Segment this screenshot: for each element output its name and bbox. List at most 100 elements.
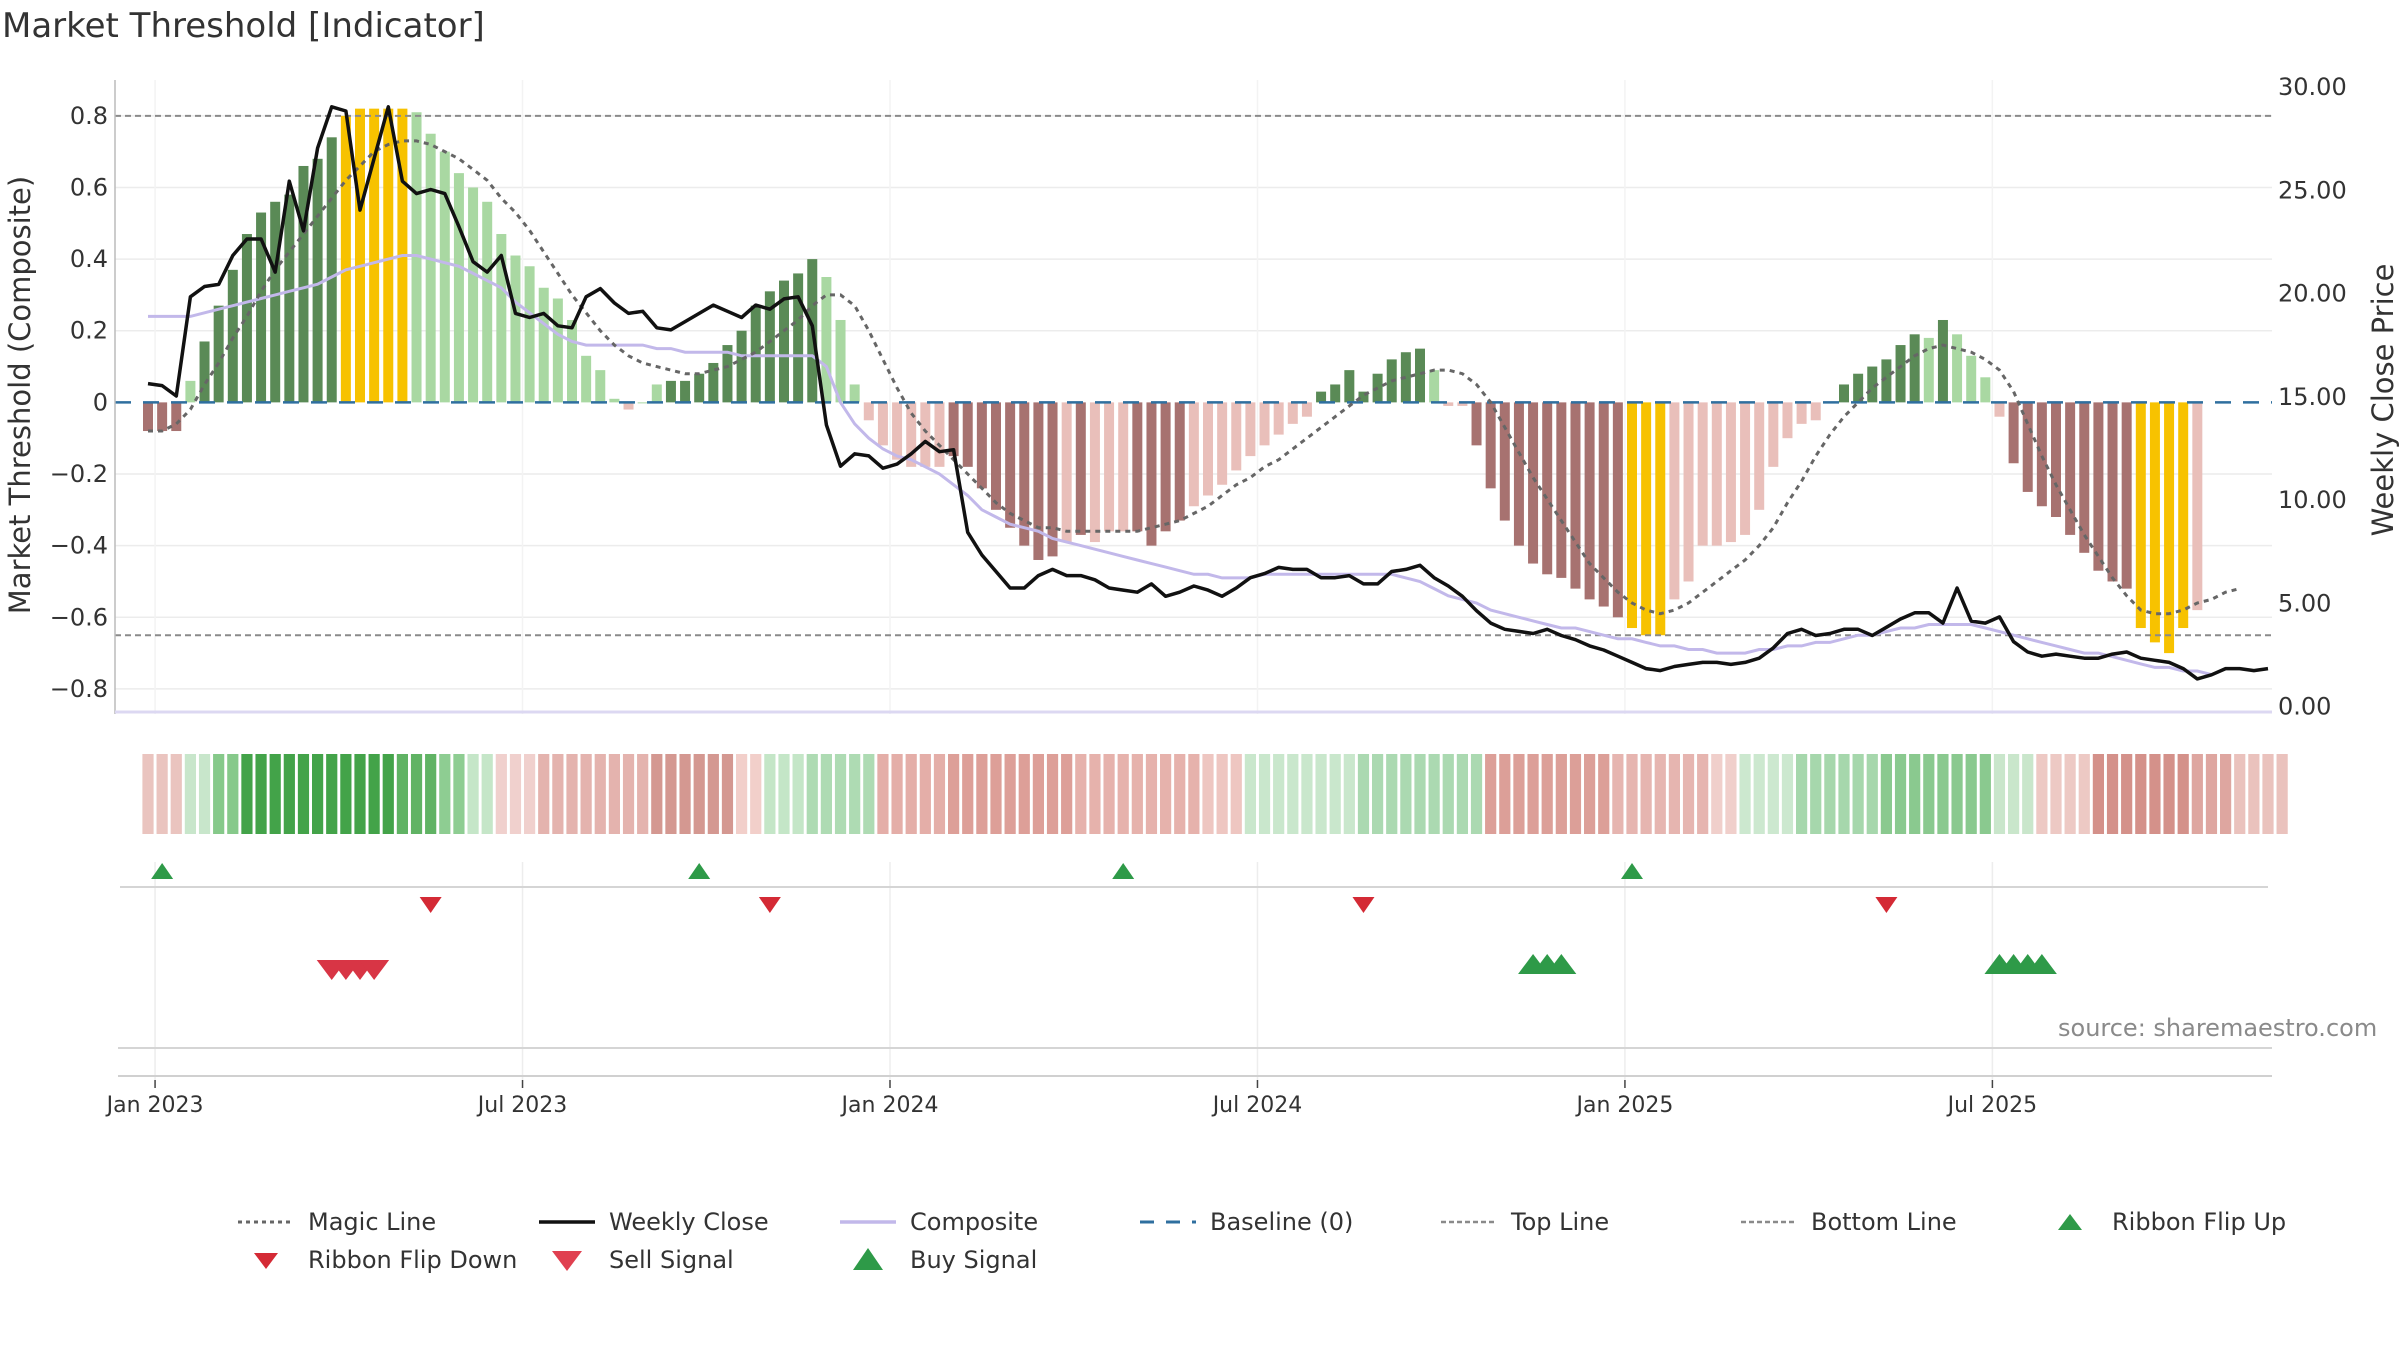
histogram-bar <box>482 201 493 403</box>
histogram-bar <box>383 108 394 403</box>
ribbon-cell <box>184 754 196 834</box>
histogram-bar <box>665 380 676 403</box>
legend-symbol-triangle-down <box>552 1251 582 1271</box>
histogram-bar <box>1415 348 1425 403</box>
histogram-bar <box>2178 402 2189 629</box>
histogram-bar <box>340 115 351 403</box>
histogram-bar <box>326 137 337 403</box>
ribbon-cell <box>1640 754 1652 834</box>
ribbon-cell <box>2262 754 2274 834</box>
histogram-bar <box>1895 345 1906 403</box>
ribbon-cell <box>962 754 974 834</box>
histogram-bar <box>1612 402 1623 618</box>
legend-symbol-line <box>539 1220 595 1224</box>
legend-symbol-dotted <box>238 1220 294 1224</box>
ribbon-cell <box>806 754 818 834</box>
histogram-bar <box>1344 370 1355 403</box>
ribbon-flip-down-marker <box>1875 897 1898 913</box>
ribbon-cell <box>1456 754 1468 834</box>
histogram-bar <box>241 234 252 403</box>
histogram-bar <box>892 402 903 460</box>
histogram-bar <box>1782 402 1793 439</box>
ribbon-flip-up-marker <box>1112 863 1135 879</box>
histogram-bar <box>1273 402 1284 435</box>
ribbon-cell <box>750 754 762 834</box>
ribbon-cell <box>1287 754 1299 834</box>
x-tick-label: Jan 2025 <box>1574 1093 1673 1118</box>
histogram-bar <box>256 212 267 403</box>
x-tick-label: Jul 2023 <box>476 1093 568 1118</box>
ribbon-cell <box>1485 754 1497 834</box>
histogram-bar <box>694 373 705 403</box>
ribbon-cell <box>976 754 988 834</box>
ribbon-cell <box>2220 754 2232 834</box>
ribbon-cell <box>1979 754 1991 834</box>
histogram-bar <box>453 173 464 403</box>
ribbon-cell <box>778 754 790 834</box>
ribbon-flip-down-marker <box>758 897 781 913</box>
signal-markers <box>151 863 2057 980</box>
histogram-bar <box>1485 402 1496 489</box>
histogram-bar <box>1174 402 1185 521</box>
ribbon-cell <box>820 754 832 834</box>
histogram-bar <box>1019 402 1030 546</box>
legend-item-baseline: Baseline (0) <box>1138 1207 1353 1237</box>
histogram-bar <box>1301 402 1312 417</box>
legend-item-top-line: Top Line <box>1439 1207 1609 1237</box>
histogram-bar <box>369 108 380 403</box>
ribbon-cell <box>1612 754 1624 834</box>
ribbon-cell <box>877 754 889 834</box>
y-tick-label: 0.4 <box>70 245 108 273</box>
ribbon-cell <box>283 754 295 834</box>
histogram-bar <box>213 305 224 403</box>
histogram-bar <box>1400 352 1411 403</box>
ribbon-cell <box>2135 754 2147 834</box>
y-tick-label: −0.6 <box>50 603 108 631</box>
ribbon-cell <box>580 754 592 834</box>
y-tick-label: −0.2 <box>50 460 108 488</box>
ribbon-cell <box>736 754 748 834</box>
ribbon-cell <box>1711 754 1723 834</box>
ribbon-cell <box>326 754 338 834</box>
histogram-bar <box>1711 402 1722 546</box>
histogram-bar <box>143 402 153 432</box>
histogram-bar <box>1231 402 1242 471</box>
ribbon-cell <box>2191 754 2203 834</box>
ribbon-cell <box>453 754 465 834</box>
ribbon-cell <box>2078 754 2090 834</box>
x-tick-label: Jul 2024 <box>1211 1093 1303 1118</box>
histogram-bar <box>510 255 521 403</box>
ribbon-cell <box>495 754 507 834</box>
ribbon-cell <box>1923 754 1935 834</box>
ribbon-cell <box>1584 754 1596 834</box>
histogram-bar <box>1937 319 1948 403</box>
histogram-bar <box>1033 402 1044 560</box>
histogram-bar <box>1952 334 1963 403</box>
legend-label: Ribbon Flip Up <box>2112 1208 2287 1236</box>
ribbon-cell <box>354 754 366 834</box>
histogram-bar <box>1909 334 1920 403</box>
ribbon-cell <box>1315 754 1327 834</box>
histogram-bar <box>1089 402 1100 543</box>
ribbon-cell <box>1470 754 1483 834</box>
ribbon-cell <box>665 754 677 834</box>
ribbon-cell <box>538 754 550 834</box>
histogram-bar <box>1513 402 1524 546</box>
ribbon-cell <box>2106 754 2119 834</box>
ribbon-cell <box>1400 754 1412 834</box>
ribbon-cell <box>2050 754 2062 834</box>
histogram-bar <box>1725 402 1736 543</box>
histogram-bar <box>2107 402 2118 582</box>
ribbon-cell <box>919 754 931 834</box>
histogram-bar <box>722 345 733 403</box>
x-tick-label: Jan 2024 <box>840 1093 939 1118</box>
buy-signal-marker <box>2026 954 2057 974</box>
histogram-bar <box>468 187 479 403</box>
histogram-bar <box>906 402 917 467</box>
ribbon-cell <box>1329 754 1341 834</box>
histogram-bar <box>1528 402 1539 564</box>
ribbon-cell <box>425 754 437 834</box>
histogram-bar <box>157 402 168 432</box>
ribbon-cell <box>2248 754 2260 834</box>
ribbon-flip-down-marker <box>419 897 442 913</box>
